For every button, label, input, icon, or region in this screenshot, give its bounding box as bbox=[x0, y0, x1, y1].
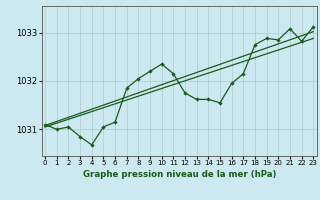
X-axis label: Graphe pression niveau de la mer (hPa): Graphe pression niveau de la mer (hPa) bbox=[83, 170, 276, 179]
